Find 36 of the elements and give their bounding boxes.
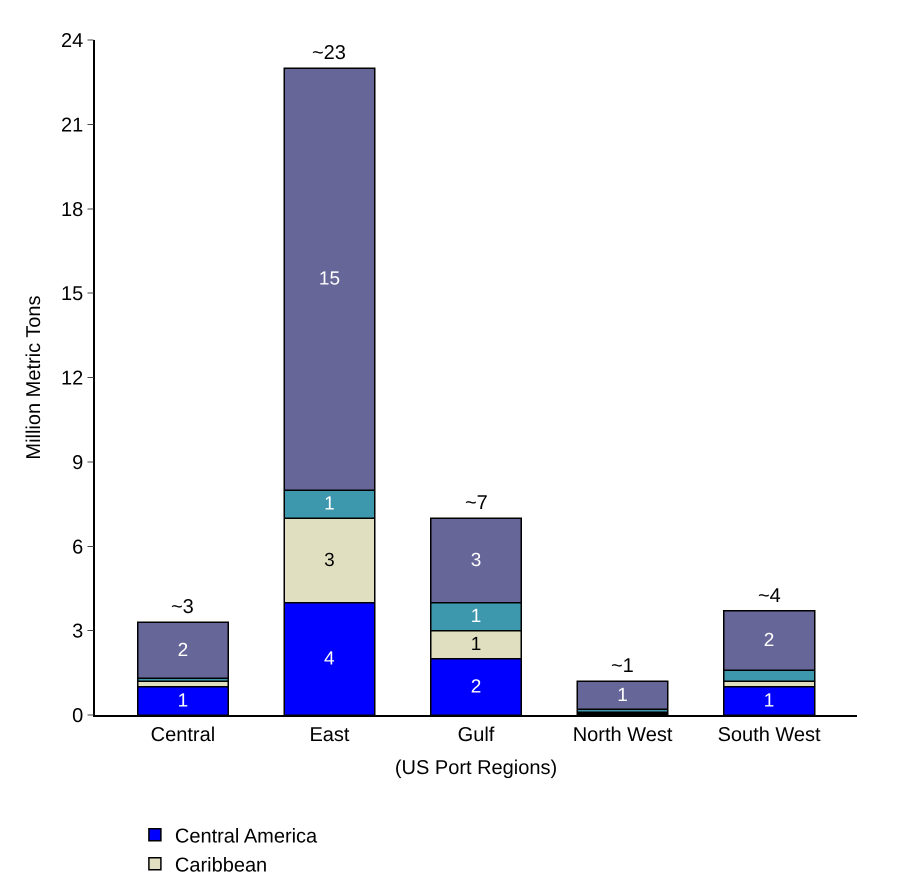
total-label: ~1	[611, 655, 634, 677]
data-label: 15	[318, 268, 340, 290]
y-tick-label: 18	[61, 198, 84, 221]
data-label: 1	[470, 606, 482, 628]
y-tick-label: 3	[72, 620, 84, 643]
x-tick-label: East	[309, 724, 350, 746]
total-label: ~3	[171, 596, 194, 618]
data-label: 2	[178, 640, 188, 661]
data-label: 1	[764, 690, 774, 712]
y-axis-title: Million Metric Tons	[23, 295, 45, 460]
x-axis-title: (US Port Regions)	[394, 756, 558, 779]
y-tick-label: 12	[61, 368, 84, 390]
y-tick-label: 9	[72, 452, 84, 474]
total-label: ~4	[758, 585, 781, 607]
y-tick-label: 6	[72, 536, 84, 558]
x-tick-label: North West	[572, 724, 673, 746]
data-label: 1	[324, 494, 335, 515]
data-label: 3	[324, 550, 335, 571]
total-label: ~7	[465, 492, 488, 514]
data-label: 4	[324, 648, 335, 670]
data-label: 1	[178, 690, 188, 712]
legend-label: Caribbean	[174, 854, 268, 876]
y-tick-label: 15	[61, 283, 84, 306]
x-tick-label: Central	[150, 724, 216, 746]
total-label: ~23	[312, 42, 346, 64]
y-tick-label: 21	[61, 114, 84, 136]
x-tick-label: Gulf	[458, 724, 495, 746]
data-label: 2	[764, 630, 774, 651]
x-tick-label: South West	[718, 724, 822, 746]
y-tick-label: 24	[61, 30, 84, 52]
data-label: 3	[470, 550, 482, 571]
y-tick-label: 0	[72, 705, 84, 727]
data-label: 1	[470, 634, 482, 656]
data-label: 1	[617, 684, 628, 706]
legend-label: Central America	[174, 826, 318, 848]
data-label: 2	[470, 676, 482, 698]
